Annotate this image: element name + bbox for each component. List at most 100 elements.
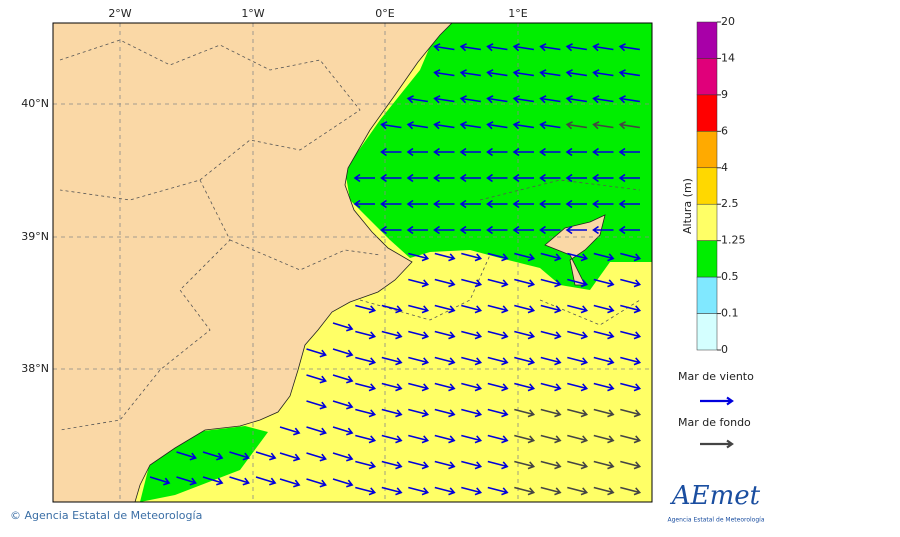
- arrow: [620, 460, 642, 470]
- arrow: [433, 173, 455, 183]
- arrow: [408, 252, 430, 262]
- arrow: [229, 451, 250, 461]
- arrow: [514, 486, 536, 496]
- arrow: [381, 434, 403, 444]
- arrow: [539, 173, 561, 183]
- arrow: [408, 304, 430, 314]
- colorbar-segment: [696, 94, 718, 132]
- arrow: [459, 173, 481, 183]
- arrow: [353, 199, 375, 209]
- arrow: [540, 460, 562, 470]
- arrow: [434, 330, 456, 340]
- arrow: [461, 330, 483, 340]
- arrow: [540, 434, 562, 444]
- arrow: [355, 382, 377, 392]
- arrow: [434, 382, 456, 392]
- arrow: [406, 147, 428, 157]
- arrow: [620, 278, 642, 288]
- arrow: [355, 356, 377, 366]
- arrow: [486, 43, 508, 52]
- arrow: [567, 408, 589, 418]
- arrow: [279, 452, 301, 462]
- colorbar-label: 0.1: [721, 307, 739, 320]
- arrow: [514, 408, 536, 418]
- arrow: [593, 434, 615, 444]
- arrow: [540, 486, 562, 496]
- arrow: [355, 486, 377, 496]
- arrow: [255, 451, 277, 461]
- arrow: [306, 374, 327, 384]
- arrow: [592, 95, 614, 104]
- arrow: [540, 382, 562, 392]
- arrow: [540, 356, 562, 366]
- sea-green: [140, 426, 268, 502]
- arrow: [700, 439, 734, 449]
- arrow: [381, 408, 403, 418]
- lon-label: 0°E: [375, 7, 394, 20]
- arrow: [459, 199, 481, 209]
- land: [53, 23, 453, 502]
- arrow: [487, 382, 509, 392]
- arrow: [486, 199, 508, 209]
- colorbar-segment: [696, 131, 718, 169]
- arrow: [381, 382, 403, 392]
- arrow: [433, 121, 455, 130]
- logo-box: [668, 478, 768, 526]
- arrow: [202, 451, 224, 461]
- arrow: [461, 382, 483, 392]
- arrow: [149, 476, 171, 486]
- arrow: [408, 382, 430, 392]
- arrow: [618, 147, 640, 157]
- arrow: [565, 69, 588, 78]
- arrow: [459, 95, 482, 104]
- arrow: [459, 225, 481, 235]
- arrow: [539, 147, 561, 157]
- colorbar-segment: [696, 313, 718, 351]
- arrow: [487, 278, 509, 288]
- arrow: [176, 451, 197, 461]
- arrow: [381, 330, 403, 340]
- arrow: [332, 426, 354, 436]
- colorbar-label: 0.5: [721, 270, 739, 283]
- arrow: [381, 304, 403, 314]
- arrow: [512, 199, 534, 209]
- arrow: [461, 252, 483, 262]
- lat-label: 38°N: [21, 362, 49, 375]
- arrow: [406, 225, 428, 235]
- arrow: [567, 486, 589, 496]
- arrow: [514, 434, 536, 444]
- arrow: [408, 278, 430, 288]
- arrow: [461, 356, 483, 366]
- arrow: [567, 330, 589, 340]
- arrow: [592, 173, 614, 183]
- arrow: [539, 43, 561, 52]
- colorbar-label: 0: [721, 343, 728, 356]
- arrow: [700, 396, 734, 406]
- arrow: [512, 121, 535, 130]
- colorbar-segment: [696, 203, 718, 241]
- arrow: [618, 199, 640, 209]
- arrow: [461, 408, 483, 418]
- arrow: [306, 452, 327, 462]
- colorbar-label: 4: [721, 161, 728, 174]
- colorbar-label: 2.5: [721, 197, 739, 210]
- arrow: [381, 356, 403, 366]
- arrow: [434, 486, 456, 496]
- arrow: [434, 460, 456, 470]
- borders: [59, 39, 641, 431]
- arrow: [593, 460, 615, 470]
- arrow: [486, 225, 508, 235]
- arrow: [565, 43, 588, 52]
- arrow: [567, 252, 589, 262]
- arrow: [487, 434, 509, 444]
- colorbar-segment: [696, 21, 718, 59]
- arrow: [255, 476, 277, 486]
- arrow: [406, 121, 429, 130]
- arrow: [618, 95, 641, 104]
- arrow: [406, 173, 428, 183]
- arrow: [592, 69, 614, 78]
- arrow: [540, 408, 562, 418]
- legend-label: Mar de fondo: [678, 416, 751, 429]
- arrow: [279, 478, 301, 488]
- arrow: [514, 304, 536, 314]
